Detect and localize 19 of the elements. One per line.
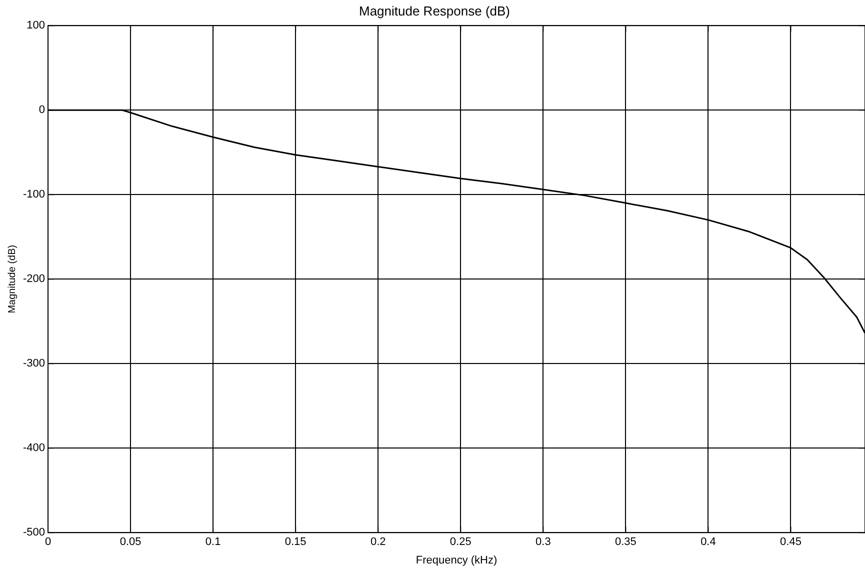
y-tick-label: -100: [22, 188, 46, 201]
x-tick-label: 0.3: [536, 536, 551, 548]
x-tick-label: 0.15: [284, 536, 306, 548]
chart-title: Magnitude Response (dB): [358, 3, 510, 18]
y-tick-label: 0: [38, 104, 46, 116]
x-tick-label: 0.05: [120, 536, 142, 548]
x-tick-label: 0.4: [700, 536, 716, 548]
x-tick-label: 0.25: [450, 536, 472, 548]
y-tick-label: -200: [22, 273, 46, 286]
x-tick-label: 0.35: [614, 536, 636, 548]
y-tick-label: 100: [26, 20, 46, 32]
y-tick-label: -300: [22, 358, 46, 370]
y-tick-label: -500: [22, 526, 46, 539]
y-tick-label: -400: [22, 442, 46, 454]
x-tick-label: 0.45: [780, 536, 802, 548]
y-axis-title: Magnitude (dB): [6, 244, 18, 314]
x-tick-label: 0.2: [370, 536, 386, 548]
x-tick-label: 0.1: [205, 536, 221, 548]
x-axis-title: Frequency (kHz): [416, 554, 498, 566]
